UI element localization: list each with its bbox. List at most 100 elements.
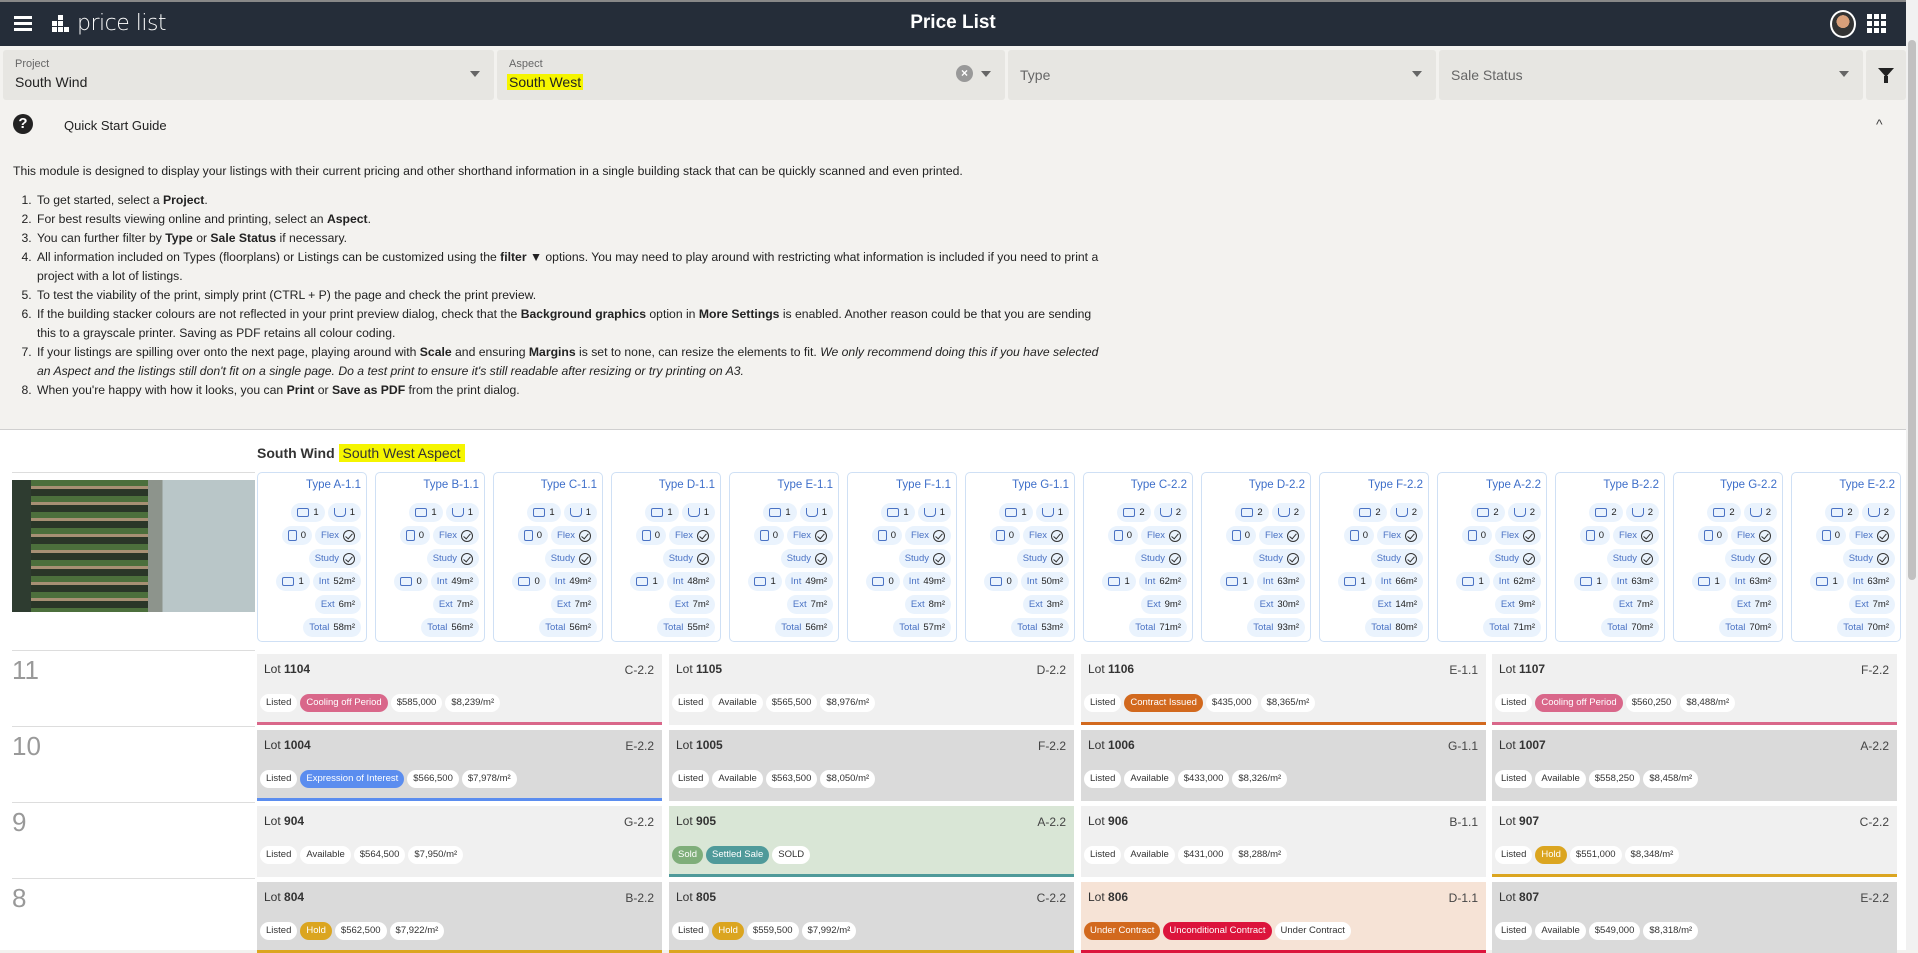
type-card[interactable]: Type F-2.2 2 2 0 Flex Study 1 Int 66m² Ext 14m² Tot…: [1319, 472, 1429, 642]
status-tag: $8,365/m²: [1260, 694, 1316, 712]
lot-card[interactable]: Lot 1105 D-2.2 Listed Available $565,500 $8,9…: [669, 654, 1074, 725]
aspect-select[interactable]: Aspect South West ×: [497, 50, 1005, 100]
type-card[interactable]: Type F-1.1 1 1 0 Flex Study 0 Int 49m² Ext 8m² Tota…: [847, 472, 957, 642]
floor-label: 11: [12, 650, 255, 722]
quick-start-guide-body: This module is designed to display your …: [13, 162, 1113, 400]
scrollbar[interactable]: [1906, 0, 1918, 950]
type-card[interactable]: Type E-1.1 1 1 0 Flex Study 1 Int 49m² Ext 7m² Tota…: [729, 472, 839, 642]
type-name[interactable]: Type E-2.2: [1839, 479, 1895, 491]
internal-area: Int 66m²: [1374, 572, 1423, 591]
type-name[interactable]: Type F-1.1: [896, 479, 951, 491]
lot-card[interactable]: Lot 1004 E-2.2 Listed Expression of Interes…: [257, 730, 662, 801]
scrollbar-thumb[interactable]: [1908, 40, 1916, 580]
lot-card[interactable]: Lot 1006 G-1.1 Listed Available $433,000 $8,3…: [1081, 730, 1486, 801]
type-card[interactable]: Type G-1.1 1 1 0 Flex Study 0 Int 50m² Ext 3m² Tota…: [965, 472, 1075, 642]
chevron-down-icon[interactable]: [470, 71, 480, 77]
bath-value: 1: [703, 507, 709, 518]
project-select[interactable]: Project South Wind: [3, 50, 494, 100]
lot-card[interactable]: Lot 1005 F-2.2 Listed Available $563,500 $8,0…: [669, 730, 1074, 801]
quick-start-guide-header[interactable]: ? Quick Start Guide ^: [0, 110, 1906, 140]
powder-room-count: 0: [1579, 526, 1611, 545]
lot-card[interactable]: Lot 807 E-2.2 Listed Available $549,000 $8,31…: [1492, 882, 1897, 953]
type-name[interactable]: Type C-2.2: [1130, 479, 1187, 491]
car-value: 0: [888, 576, 894, 587]
internal-area: Int 63m²: [1846, 572, 1895, 591]
type-card[interactable]: Type C-1.1 1 1 0 Flex Study 0 Int 49m² Ext 7m² Tota…: [493, 472, 603, 642]
app-logo[interactable]: price list: [52, 11, 167, 36]
lot-card[interactable]: Lot 1107 F-2.2 Listed Cooling off Period $56…: [1492, 654, 1897, 725]
internal-area: Int 63m²: [1610, 572, 1659, 591]
status-tag: Listed: [1495, 922, 1533, 940]
type-card[interactable]: Type E-2.2 2 2 0 Flex Study 1 Int 63m² Ext 7m² Tota…: [1791, 472, 1901, 642]
lot-tags: Listed Cooling off Period $560,250 $8,488/m…: [1495, 694, 1736, 712]
lot-card[interactable]: Lot 1007 A-2.2 Listed Available $558,250 $8,4…: [1492, 730, 1897, 801]
floor-label: 9: [12, 802, 255, 874]
type-select[interactable]: Type: [1008, 50, 1436, 100]
lot-number: Lot 1106: [1088, 662, 1479, 676]
internal-area-label: Int: [1498, 576, 1510, 587]
bed-value: 2: [1847, 507, 1853, 518]
menu-icon[interactable]: [14, 16, 32, 31]
type-name[interactable]: Type A-2.2: [1486, 479, 1541, 491]
type-name[interactable]: Type F-2.2: [1368, 479, 1423, 491]
lot-number: Lot 807: [1499, 890, 1890, 904]
type-card[interactable]: Type A-2.2 2 2 0 Flex Study 1 Int 62m² Ext 9m² Tota…: [1437, 472, 1547, 642]
flex-badge-label: Flex: [911, 530, 929, 541]
type-name[interactable]: Type A-1.1: [306, 479, 361, 491]
sale-status-select[interactable]: Sale Status: [1439, 50, 1863, 100]
type-card[interactable]: Type D-2.2 2 2 0 Flex Study 1 Int 63m² Ext 30m² Tot…: [1201, 472, 1311, 642]
external-area: Ext 7m²: [550, 595, 597, 614]
chevron-down-icon[interactable]: [1839, 71, 1849, 77]
apps-grid-icon[interactable]: [1867, 14, 1886, 33]
type-card[interactable]: Type C-2.2 2 2 0 Flex Study 1 Int 62m² Ext 9m² Tota…: [1083, 472, 1193, 642]
lot-card[interactable]: Lot 907 C-2.2 Listed Hold $551,000 $8,348/m²: [1492, 806, 1897, 877]
external-area-value: 7m²: [574, 599, 591, 610]
bed-value: 1: [549, 507, 555, 518]
chevron-down-icon[interactable]: [981, 71, 991, 77]
type-name[interactable]: Type B-2.2: [1603, 479, 1659, 491]
lot-card[interactable]: Lot 905 A-2.2 Sold Settled Sale SOLD: [669, 806, 1074, 877]
lot-prefix: Lot: [1499, 662, 1516, 676]
car-value: 0: [416, 576, 422, 587]
lot-card[interactable]: Lot 1104 C-2.2 Listed Cooling off Period $58…: [257, 654, 662, 725]
lot-card[interactable]: Lot 904 G-2.2 Listed Available $564,500 $7,95…: [257, 806, 662, 877]
lot-tags: Listed Hold $562,500 $7,922/m²: [260, 922, 445, 940]
status-tag: $8,288/m²: [1232, 846, 1288, 864]
chevron-down-icon[interactable]: [1412, 71, 1422, 77]
type-name[interactable]: Type C-1.1: [540, 479, 597, 491]
status-tag: Cooling off Period: [1535, 694, 1623, 712]
type-name[interactable]: Type D-1.1: [658, 479, 715, 491]
clear-icon[interactable]: ×: [956, 65, 973, 82]
lot-card[interactable]: Lot 804 B-2.2 Listed Hold $562,500 $7,922/m²: [257, 882, 662, 953]
study-badge-label: Study: [550, 553, 575, 564]
type-card[interactable]: Type B-2.2 2 2 0 Flex Study 1 Int 63m² Ext 7m² Tota…: [1555, 472, 1665, 642]
powder-room-value: 0: [418, 530, 425, 541]
study-badge: Study: [426, 549, 479, 568]
lot-tags: Listed Available $431,000 $8,288/m²: [1084, 846, 1288, 864]
lot-card[interactable]: Lot 906 B-1.1 Listed Available $431,000 $8,28…: [1081, 806, 1486, 877]
user-avatar[interactable]: [1830, 10, 1856, 38]
check-circle-icon: [579, 552, 591, 565]
type-name[interactable]: Type B-1.1: [423, 479, 479, 491]
type-card[interactable]: Type G-2.2 2 2 0 Flex Study 1 Int 63m² Ext 7m² Tota…: [1673, 472, 1783, 642]
type-attr-row: Ext 7m²: [1561, 595, 1659, 614]
lot-card[interactable]: Lot 1106 E-1.1 Listed Contract Issued $435,0…: [1081, 654, 1486, 725]
type-name[interactable]: Type G-1.1: [1012, 479, 1069, 491]
lot-card[interactable]: Lot 806 D-1.1 Under Contract Unconditional …: [1081, 882, 1486, 953]
chevron-up-icon[interactable]: ^: [1876, 116, 1883, 132]
bath-value: 1: [467, 507, 473, 518]
type-name[interactable]: Type E-1.1: [777, 479, 833, 491]
total-area: Total 58m²: [303, 618, 361, 637]
flex-badge-label: Flex: [439, 530, 457, 541]
filter-options-button[interactable]: [1866, 50, 1906, 100]
type-name[interactable]: Type D-2.2: [1248, 479, 1305, 491]
type-card[interactable]: Type B-1.1 1 1 0 Flex Study 0 Int 49m² Ext 7m² Tota…: [375, 472, 485, 642]
filter-icon: [1878, 68, 1894, 83]
type-card[interactable]: Type A-1.1 1 1 0 Flex Study 1 Int 52m² Ext 6m² Tota…: [257, 472, 367, 642]
lot-card[interactable]: Lot 805 C-2.2 Listed Hold $559,500 $7,992/m²: [669, 882, 1074, 953]
type-name[interactable]: Type G-2.2: [1720, 479, 1777, 491]
internal-area: Int 62m²: [1492, 572, 1541, 591]
bath-icon: [1631, 508, 1644, 517]
type-card[interactable]: Type D-1.1 1 1 0 Flex Study 1 Int 48m² Ext 7m² Tota…: [611, 472, 721, 642]
